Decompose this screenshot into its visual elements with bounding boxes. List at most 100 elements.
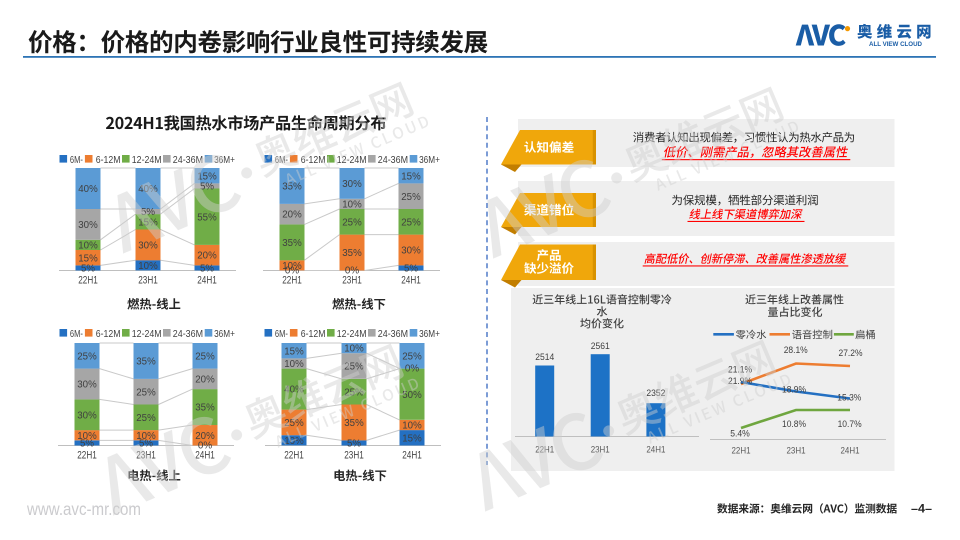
svg-text:25%: 25% [401,192,421,203]
svg-text:6-12M: 6-12M [301,154,326,166]
svg-text:2514: 2514 [535,352,555,363]
svg-text:23H1: 23H1 [344,450,364,462]
svg-text:25%: 25% [342,217,362,228]
svg-text:30%: 30% [138,240,158,251]
svg-text:21.9%: 21.9% [728,376,752,387]
svg-text:0%: 0% [285,266,299,277]
svg-text:15%: 15% [138,217,158,228]
svg-text:22H1: 22H1 [732,446,751,457]
svg-text:24H1: 24H1 [646,445,665,456]
svg-text:6M-: 6M- [275,328,288,340]
svg-text:40%: 40% [284,385,304,396]
svg-text:2561: 2561 [591,341,610,352]
svg-text:15%: 15% [402,433,422,444]
svg-text:50%: 50% [402,390,422,401]
svg-text:5%: 5% [81,264,95,275]
svg-text:5%: 5% [347,439,361,450]
svg-text:6-12M: 6-12M [301,328,326,340]
svg-text:5%: 5% [80,439,94,450]
svg-text:5%: 5% [200,182,214,193]
svg-text:24H1: 24H1 [195,450,215,462]
svg-text:24H1: 24H1 [197,275,217,287]
svg-text:15%: 15% [284,346,304,357]
svg-text:20%: 20% [195,431,215,442]
svg-text:10%: 10% [138,261,158,272]
svg-text:24-36M: 24-36M [173,154,203,166]
svg-text:36M+: 36M+ [214,154,235,166]
svg-text:ALL VIEW CLOUD: ALL VIEW CLOUD [869,41,922,48]
svg-text:10%: 10% [284,359,304,370]
svg-text:10%: 10% [402,421,422,432]
svg-text:25%: 25% [402,351,422,362]
svg-text:5%: 5% [200,264,214,275]
svg-text:24H1: 24H1 [401,275,421,287]
svg-text:0%: 0% [198,441,212,452]
svg-text:12-24M: 12-24M [132,154,162,166]
svg-text:28.1%: 28.1% [784,345,808,356]
svg-text:10.7%: 10.7% [838,419,862,430]
svg-text:25%: 25% [344,362,364,373]
svg-text:15%: 15% [78,253,98,264]
svg-text:21.1%: 21.1% [728,365,752,376]
svg-text:20%: 20% [282,210,302,221]
svg-text:35%: 35% [282,238,302,249]
svg-text:5%: 5% [141,207,155,218]
svg-text:25%: 25% [136,387,156,398]
svg-text:35%: 35% [344,418,364,429]
svg-text:6M-: 6M- [275,154,288,166]
svg-text:23H1: 23H1 [138,275,158,287]
svg-text:23H1: 23H1 [136,450,156,462]
svg-text:25%: 25% [401,217,421,228]
svg-text:www.avc-mr.com: www.avc-mr.com [26,499,141,519]
svg-text:10%: 10% [284,436,304,447]
svg-text:12-24M: 12-24M [337,328,367,340]
svg-text:22H1: 22H1 [77,450,97,462]
svg-text:15.3%: 15.3% [837,393,861,404]
svg-text:23H1: 23H1 [591,445,610,456]
svg-text:2352: 2352 [646,388,665,399]
svg-text:10%: 10% [136,431,156,442]
svg-text:24H1: 24H1 [841,446,860,457]
svg-text:22H1: 22H1 [78,275,98,287]
svg-text:20%: 20% [197,251,217,262]
svg-text:40%: 40% [78,184,98,195]
svg-text:35%: 35% [342,248,362,259]
svg-text:25%: 25% [284,418,304,429]
svg-text:10%: 10% [342,199,362,210]
svg-text:36M+: 36M+ [419,154,440,166]
svg-text:15%: 15% [197,171,217,182]
svg-text:20%: 20% [195,374,215,385]
svg-text:35%: 35% [136,357,156,368]
svg-text:25%: 25% [77,351,97,362]
svg-text:35%: 35% [282,182,302,193]
svg-text:15%: 15% [401,171,421,182]
svg-text:5%: 5% [404,264,418,275]
svg-text:6-12M: 6-12M [96,328,121,340]
svg-text:0%: 0% [345,266,359,277]
svg-text:10%: 10% [78,240,98,251]
svg-text:24-36M: 24-36M [378,328,408,340]
svg-text:36M+: 36M+ [419,328,440,340]
svg-text:23H1: 23H1 [787,446,806,457]
svg-text:22H1: 22H1 [282,275,302,287]
svg-text:10%: 10% [77,431,97,442]
svg-text:35%: 35% [195,403,215,414]
svg-text:30%: 30% [77,380,97,391]
svg-text:30%: 30% [78,220,98,231]
svg-text:10.8%: 10.8% [782,419,806,430]
svg-text:27.2%: 27.2% [839,348,863,359]
svg-text:30%: 30% [77,410,97,421]
svg-text:24H1: 24H1 [402,450,422,462]
svg-text:36M+: 36M+ [214,328,235,340]
svg-text:25%: 25% [195,351,215,362]
svg-text:18.9%: 18.9% [782,385,806,396]
svg-text:12-24M: 12-24M [132,328,162,340]
svg-text:22H1: 22H1 [535,445,554,456]
svg-text:24-36M: 24-36M [173,328,203,340]
svg-text:6M-: 6M- [70,328,83,340]
svg-text:22H1: 22H1 [284,450,304,462]
svg-text:0%: 0% [405,364,419,375]
svg-text:30%: 30% [401,246,421,257]
svg-text:24-36M: 24-36M [378,154,408,166]
svg-text:55%: 55% [197,212,217,223]
